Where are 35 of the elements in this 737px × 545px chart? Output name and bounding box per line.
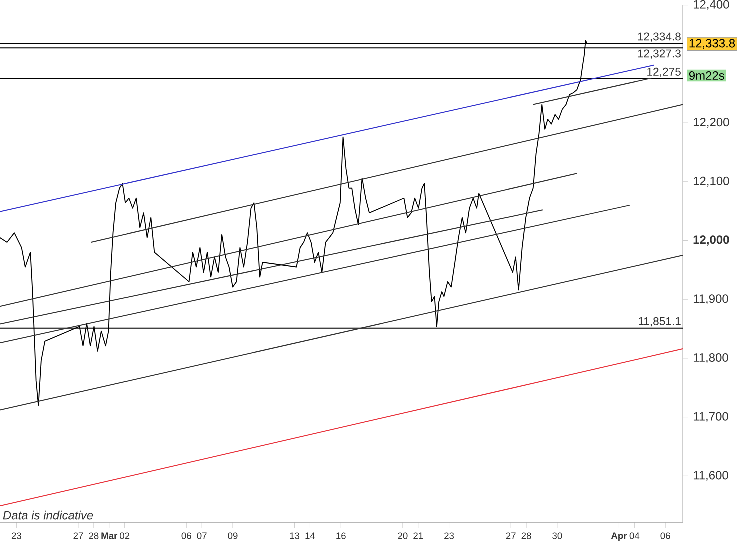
ref-line-label: 11,851.1 <box>638 317 681 327</box>
y-tick-label: 11,600 <box>694 471 728 482</box>
x-tick-label: 06 <box>660 532 670 540</box>
x-tick-label: 16 <box>336 532 346 540</box>
x-tick-label: 27 <box>74 532 84 540</box>
x-tick-label: 30 <box>552 532 562 540</box>
x-tick-label: 14 <box>306 532 316 540</box>
y-tick-label: 11,700 <box>694 412 728 422</box>
x-tick-label: 23 <box>444 532 454 540</box>
y-tick-label: 11,800 <box>694 353 728 364</box>
text: 12,333.8 <box>690 39 736 50</box>
ref-line-label: 12,275 <box>648 68 681 78</box>
x-tick-label: 23 <box>12 532 22 540</box>
x-tick-label: 27 <box>506 532 516 540</box>
x-tick-label: 20 <box>398 532 408 540</box>
x-tick-label: 02 <box>120 532 130 540</box>
y-tick-label: 12,100 <box>694 176 730 187</box>
y-tick-label: 11,900 <box>694 294 728 305</box>
x-tick-label: 28 <box>522 532 532 540</box>
y-tick-label: 12,200 <box>694 118 730 128</box>
x-tick-label: 04 <box>630 532 640 540</box>
y-tick-label: 12,000 <box>694 236 730 246</box>
x-tick-label: 13 <box>290 532 300 540</box>
annotation: Data is indicative <box>3 510 94 520</box>
ref-line-label: 12,327.3 <box>638 50 681 60</box>
text: 9m22s <box>689 72 724 80</box>
x-tick-label: 21 <box>414 532 424 540</box>
x-tick-label: Apr <box>611 532 628 542</box>
ref-line-label: 12,334.8 <box>638 32 681 42</box>
x-tick-label: 09 <box>228 532 238 540</box>
x-tick-label: Mar <box>102 532 118 540</box>
x-tick-label: 28 <box>89 532 99 540</box>
x-tick-label: 06 <box>182 532 192 540</box>
x-tick-label: 07 <box>197 532 207 540</box>
y-tick-label: 12,400 <box>694 0 730 10</box>
